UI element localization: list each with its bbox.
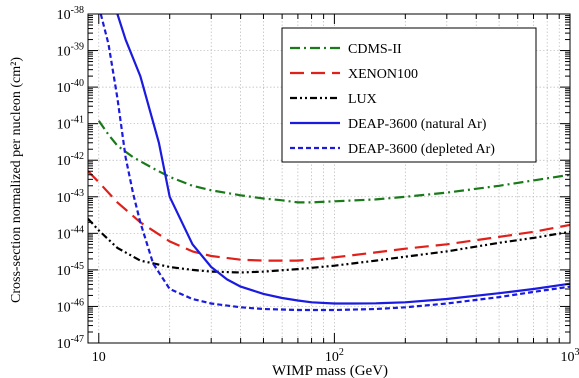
- axis-ticks: [87, 13, 571, 344]
- legend-box: [281, 27, 537, 163]
- y-tick-label: 10-40: [57, 78, 84, 96]
- y-tick-label: 10-43: [57, 188, 84, 206]
- x-tick-label: 10: [92, 350, 106, 365]
- legend-label-4: DEAP-3600 (natural Ar): [348, 117, 487, 132]
- y-tick-label: 10-45: [57, 261, 84, 279]
- x-axis-label: WIMP mass (GeV): [272, 363, 388, 378]
- tick-labels: 10-47 10-46 10-45 10-44 10-43 10-42 10-41 10-40…: [57, 5, 579, 365]
- legend-label-5: DEAP-3600 (depleted Ar): [348, 142, 495, 157]
- y-tick-label: 10-46: [57, 297, 84, 315]
- y-tick-label: 10-41: [57, 115, 84, 133]
- x-tick-label: 102: [325, 347, 344, 365]
- legend-label-2: XENON100: [348, 67, 418, 82]
- x-tick-label: 103: [561, 347, 579, 365]
- legend: CDMS-II XENON100 LUX DEAP-3600 (natural Ar)…: [281, 27, 537, 163]
- plot-frame: [87, 13, 571, 344]
- series-line-4: [116, 14, 570, 305]
- y-tick-label: 10-42: [57, 151, 84, 169]
- series-layer: [88, 14, 570, 312]
- series-line-5: [99, 14, 570, 312]
- y-tick-label: 10-39: [57, 42, 84, 60]
- y-axis-label: Cross-section normalized per nucleon (cm…: [9, 57, 24, 303]
- series-line-3: [88, 218, 570, 274]
- y-tick-label: 10-38: [57, 5, 84, 23]
- y-tick-label: 10-44: [57, 224, 84, 242]
- y-tick-label: 10-47: [57, 334, 84, 352]
- series-line-2: [88, 170, 570, 262]
- legend-label-1: CDMS-II: [348, 42, 402, 57]
- series-line-1: [97, 120, 570, 204]
- legend-label-3: LUX: [348, 92, 377, 107]
